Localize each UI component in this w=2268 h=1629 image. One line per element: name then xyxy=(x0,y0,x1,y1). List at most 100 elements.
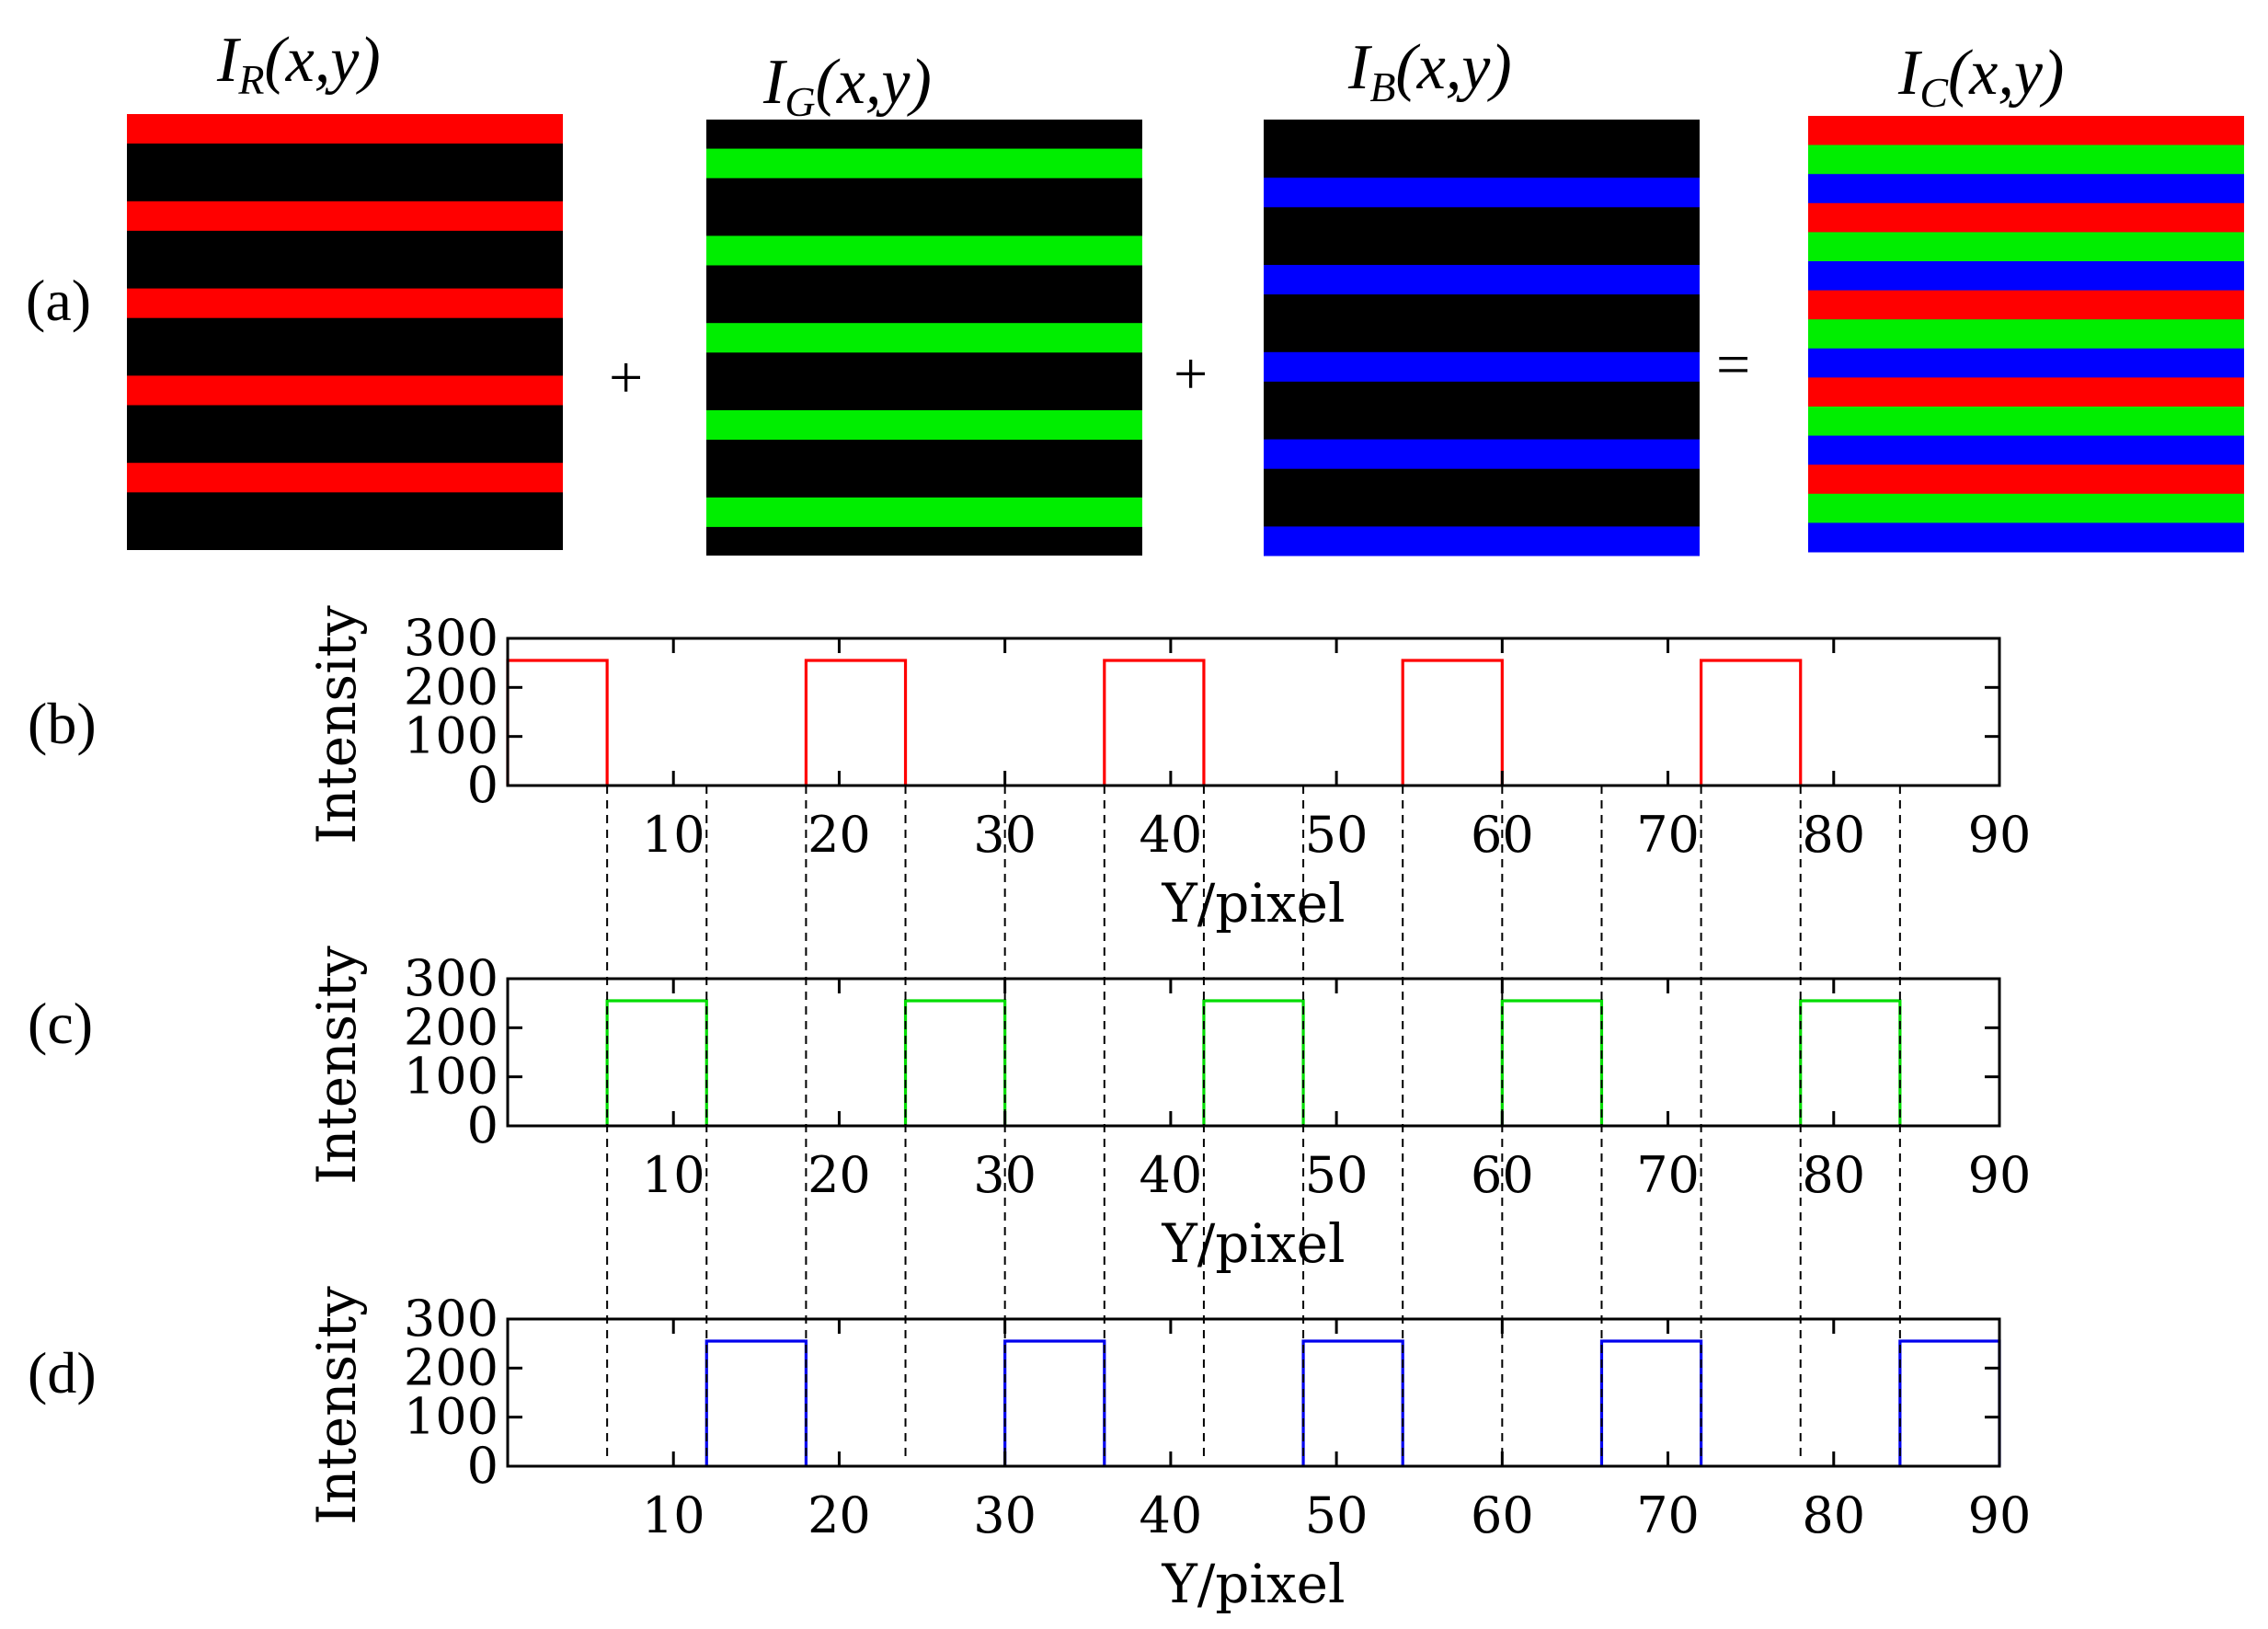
stripe-green xyxy=(1808,319,2244,350)
y-tick-label: 100 xyxy=(404,1048,498,1106)
stripe-green xyxy=(1808,493,2244,523)
x-tick-label: 50 xyxy=(1305,1146,1369,1204)
stripe-green xyxy=(706,148,1142,178)
x-tick-label: 10 xyxy=(642,1486,705,1544)
x-axis-label: Y/pixel xyxy=(1161,1212,1345,1275)
stripe-blue xyxy=(1264,351,1700,382)
x-tick-label: 90 xyxy=(1968,1146,2032,1204)
y-tick-label: 300 xyxy=(404,609,498,667)
panel-label-c: (c) xyxy=(28,991,93,1056)
x-axis-label: Y/pixel xyxy=(1161,1553,1345,1615)
image-title-g: IG(x,y) xyxy=(762,47,932,125)
image-r xyxy=(127,114,563,550)
guide-lines xyxy=(606,786,1901,1457)
x-tick-label: 10 xyxy=(642,806,705,864)
y-tick-label: 100 xyxy=(404,707,498,765)
title-subscript: R xyxy=(237,56,264,103)
x-tick-label: 80 xyxy=(1802,806,1865,864)
x-tick-label: 20 xyxy=(808,806,871,864)
x-tick-label: 80 xyxy=(1802,1486,1865,1544)
pulse xyxy=(704,1339,808,1466)
x-tick-label: 20 xyxy=(808,1146,871,1204)
stripe-green xyxy=(1808,407,2244,437)
stripe-red xyxy=(127,375,563,406)
pulse xyxy=(1699,659,1803,786)
x-tick-label: 70 xyxy=(1636,1486,1700,1544)
stripe-green xyxy=(706,410,1142,441)
stripe-red xyxy=(127,463,563,493)
title-subscript: C xyxy=(1919,69,1949,116)
pulse xyxy=(1799,999,1902,1126)
plus-operator-1: + xyxy=(609,344,643,411)
y-tick-label: 0 xyxy=(467,1437,498,1495)
y-tick-label: 0 xyxy=(467,756,498,814)
pulse xyxy=(1103,659,1206,786)
x-tick-label: 50 xyxy=(1305,1486,1369,1544)
plot-frame xyxy=(506,977,2001,1128)
stripe-red xyxy=(127,114,563,144)
stripe-green xyxy=(706,497,1142,527)
x-tick-label: 50 xyxy=(1305,806,1369,864)
x-tick-label: 70 xyxy=(1636,806,1700,864)
image-title-r: IR(x,y) xyxy=(216,25,381,103)
image-c xyxy=(1808,116,2244,553)
pulse xyxy=(1301,1339,1404,1466)
y-tick-label: 100 xyxy=(404,1388,498,1446)
y-tick-label: 300 xyxy=(404,949,498,1007)
stripe-red xyxy=(1808,116,2244,146)
image-titles: IR(x,y) IG(x,y) IB(x,y) IC(x,y) xyxy=(216,25,2064,125)
title-subscript: B xyxy=(1369,63,1395,110)
stripe-green xyxy=(706,235,1142,266)
y-tick-label: 200 xyxy=(404,998,498,1056)
stripe-red xyxy=(127,201,563,231)
stripe-red xyxy=(127,288,563,318)
x-tick-label: 80 xyxy=(1802,1146,1865,1204)
title-args: (x,y) xyxy=(1948,38,2064,109)
stripe-blue xyxy=(1808,522,2244,553)
title-args: (x,y) xyxy=(264,25,380,96)
panel-label-d: (d) xyxy=(28,1340,97,1405)
stripe-blue xyxy=(1808,174,2244,204)
stripe-blue xyxy=(1264,439,1700,469)
y-axis-label: Intensity xyxy=(305,1286,368,1525)
pulse xyxy=(1003,1339,1106,1466)
title-args: (x,y) xyxy=(1395,32,1511,103)
stripe-red xyxy=(1808,465,2244,495)
y-tick-label: 300 xyxy=(404,1290,498,1348)
pulse xyxy=(804,659,908,786)
y-tick-label: 200 xyxy=(404,1338,498,1396)
stripe-blue xyxy=(1264,178,1700,208)
stripe-blue xyxy=(1808,261,2244,292)
stripe-green xyxy=(1808,144,2244,175)
x-tick-label: 40 xyxy=(1140,806,1203,864)
x-tick-label: 90 xyxy=(1968,1486,2032,1544)
stripe-blue xyxy=(1264,526,1700,556)
pulse xyxy=(1500,999,1604,1126)
title-symbol: I xyxy=(216,25,242,96)
x-tick-label: 40 xyxy=(1140,1486,1203,1544)
stripe-red xyxy=(1808,377,2244,407)
x-tick-label: 90 xyxy=(1968,806,2032,864)
equals-operator: = xyxy=(1716,331,1750,398)
y-axis-label: Intensity xyxy=(305,946,368,1185)
stripe-blue xyxy=(1808,348,2244,378)
pulse xyxy=(1599,1339,1703,1466)
image-g xyxy=(706,120,1142,556)
pulse xyxy=(1202,999,1305,1126)
y-axis-label: Intensity xyxy=(305,605,368,844)
y-tick-label: 0 xyxy=(467,1096,498,1154)
x-tick-label: 20 xyxy=(808,1486,871,1544)
panel-label-b: (b) xyxy=(28,691,97,756)
image-b xyxy=(1264,120,1700,556)
pulse xyxy=(903,999,1007,1126)
title-args: (x,y) xyxy=(816,47,932,118)
pulse xyxy=(605,999,708,1126)
image-title-b: IB(x,y) xyxy=(1347,32,1512,110)
plot-frame xyxy=(506,637,2001,787)
title-symbol: I xyxy=(1897,38,1923,109)
